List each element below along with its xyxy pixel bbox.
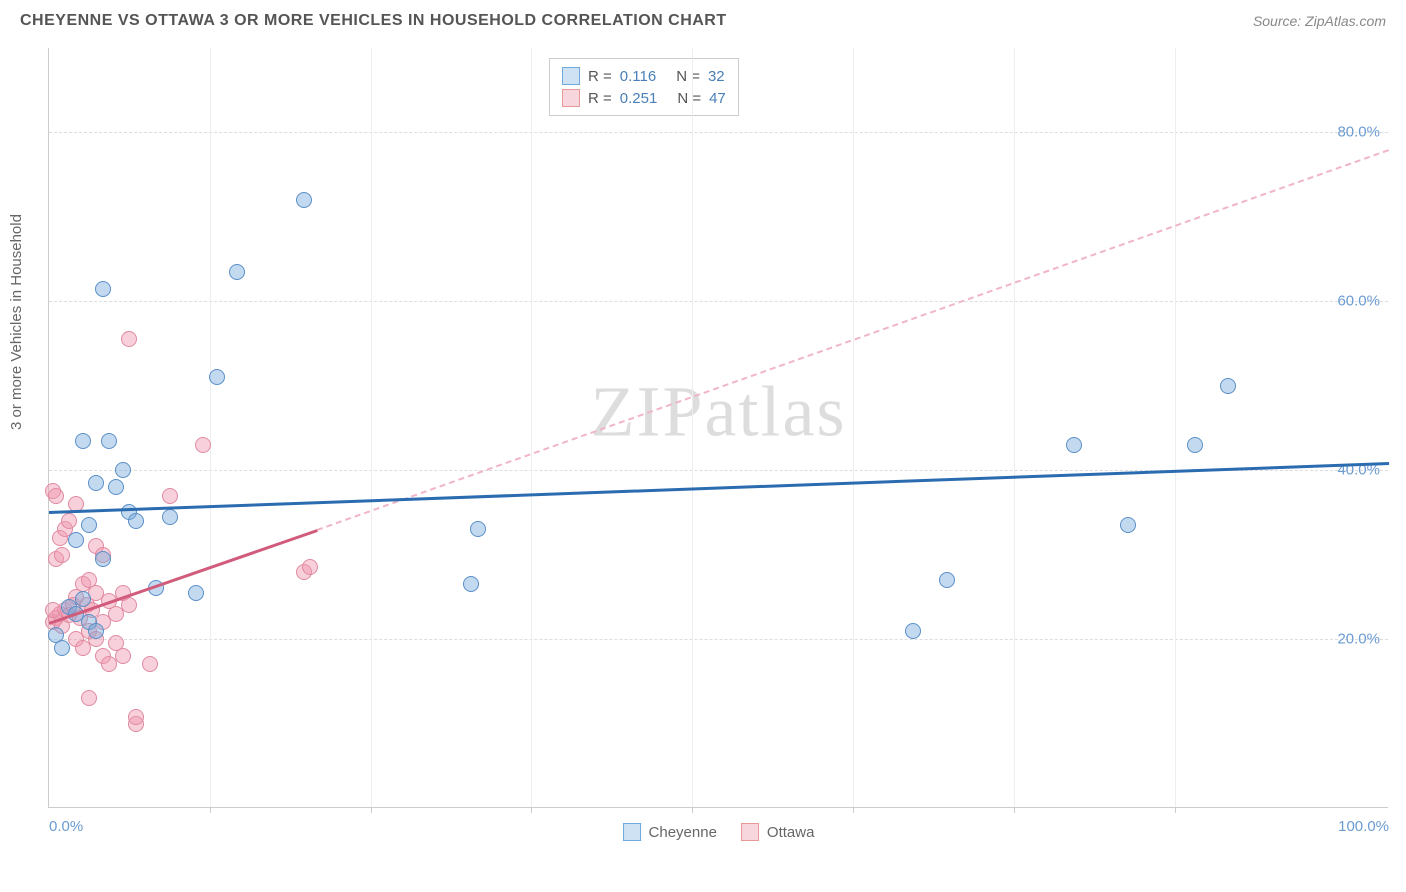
cheyenne-point [54,640,70,656]
cheyenne-point [463,576,479,592]
cheyenne-point [128,513,144,529]
ottawa-point [195,437,211,453]
cheyenne-point [88,623,104,639]
r-label: R = [588,90,612,107]
x-tick-label: 100.0% [1338,818,1389,835]
legend-item-cheyenne: Cheyenne [623,823,717,841]
ottawa-point [115,648,131,664]
cheyenne-swatch-icon [562,67,580,85]
cheyenne-point [162,509,178,525]
stats-legend-box: R = 0.116 N = 32 R = 0.251 N = 47 [549,58,739,116]
ottawa-point [121,331,137,347]
ottawa-point [61,513,77,529]
cheyenne-swatch-icon [623,823,641,841]
source-label: Source: [1253,13,1305,29]
cheyenne-point [75,433,91,449]
n-label: N = [677,90,701,107]
cheyenne-r-value: 0.116 [620,68,656,85]
source-name: ZipAtlas.com [1305,13,1386,29]
gridline-horizontal [49,301,1388,302]
ottawa-point [142,656,158,672]
cheyenne-point [75,591,91,607]
y-axis-label: 3 or more Vehicles in Household [8,214,25,430]
ottawa-point [81,690,97,706]
y-tick-label: 80.0% [1337,124,1380,141]
stats-row-cheyenne: R = 0.116 N = 32 [562,65,726,87]
gridline-vertical [1014,48,1015,807]
cheyenne-point [115,462,131,478]
ottawa-point [54,547,70,563]
cheyenne-point [188,585,204,601]
stats-row-ottawa: R = 0.251 N = 47 [562,87,726,109]
gridline-vertical [692,48,693,807]
x-tick-mark [1014,807,1015,813]
cheyenne-point [108,479,124,495]
legend-item-ottawa: Ottawa [741,823,815,841]
ottawa-n-value: 47 [709,90,726,107]
x-tick-mark [1175,807,1176,813]
cheyenne-point [1066,437,1082,453]
cheyenne-label: Cheyenne [649,824,717,841]
cheyenne-point [1220,378,1236,394]
gridline-horizontal [49,132,1388,133]
ottawa-r-value: 0.251 [620,90,658,107]
series-legend: Cheyenne Ottawa [623,823,815,841]
r-label: R = [588,68,612,85]
cheyenne-point [68,532,84,548]
gridline-horizontal [49,639,1388,640]
cheyenne-point [296,192,312,208]
cheyenne-point [1187,437,1203,453]
gridline-vertical [371,48,372,807]
cheyenne-point [101,433,117,449]
cheyenne-point [81,517,97,533]
scatter-plot-area: ZIPatlas R = 0.116 N = 32 R = 0.251 N = … [48,48,1388,808]
n-label: N = [676,68,700,85]
gridline-vertical [853,48,854,807]
chart-header: CHEYENNE VS OTTAWA 3 OR MORE VEHICLES IN… [0,0,1406,38]
gridline-vertical [1175,48,1176,807]
cheyenne-point [209,369,225,385]
ottawa-swatch-icon [741,823,759,841]
cheyenne-point [1120,517,1136,533]
ottawa-point [45,602,61,618]
gridline-vertical [210,48,211,807]
x-tick-mark [853,807,854,813]
x-tick-mark [531,807,532,813]
source-attribution: Source: ZipAtlas.com [1253,13,1386,29]
cheyenne-point [229,264,245,280]
cheyenne-point [470,521,486,537]
ottawa-swatch-icon [562,89,580,107]
ottawa-point [121,597,137,613]
cheyenne-n-value: 32 [708,68,725,85]
y-tick-label: 20.0% [1337,631,1380,648]
ottawa-point [128,709,144,725]
y-tick-label: 60.0% [1337,293,1380,310]
cheyenne-point [939,572,955,588]
ottawa-label: Ottawa [767,824,815,841]
gridline-vertical [531,48,532,807]
cheyenne-point [905,623,921,639]
x-tick-mark [210,807,211,813]
ottawa-point [302,559,318,575]
x-tick-mark [692,807,693,813]
cheyenne-point [95,551,111,567]
cheyenne-point [95,281,111,297]
watermark-text: ZIPatlas [591,371,847,454]
cheyenne-point [88,475,104,491]
x-tick-mark [371,807,372,813]
ottawa-point [162,488,178,504]
x-tick-label: 0.0% [49,818,83,835]
ottawa-point [48,488,64,504]
chart-title: CHEYENNE VS OTTAWA 3 OR MORE VEHICLES IN… [20,12,727,30]
